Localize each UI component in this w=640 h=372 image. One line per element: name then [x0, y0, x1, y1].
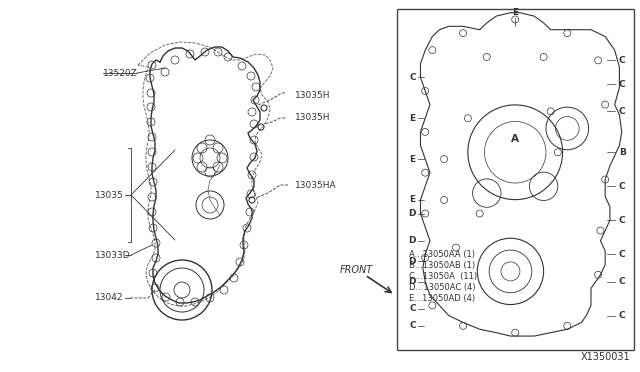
- Text: E: E: [410, 195, 416, 204]
- Text: C: C: [619, 56, 625, 65]
- Text: C: C: [619, 277, 625, 286]
- Text: D: D: [408, 277, 416, 286]
- Text: D: D: [408, 236, 416, 245]
- Text: C: C: [619, 216, 625, 225]
- Text: A...13050AA (1): A...13050AA (1): [409, 250, 475, 259]
- Text: 13035H: 13035H: [295, 90, 330, 99]
- Text: 13035: 13035: [95, 190, 124, 199]
- Text: C: C: [619, 107, 625, 116]
- Bar: [397, 9, 634, 350]
- Text: D...13050AC (4): D...13050AC (4): [409, 283, 476, 292]
- Text: E: E: [410, 114, 416, 123]
- Text: 13033D: 13033D: [95, 250, 131, 260]
- Text: C: C: [619, 311, 625, 320]
- Text: 13035H: 13035H: [295, 113, 330, 122]
- Text: E: E: [410, 155, 416, 164]
- Text: 13520Z: 13520Z: [103, 68, 138, 77]
- Text: E: E: [512, 8, 518, 17]
- Text: A: A: [511, 134, 519, 144]
- Text: C: C: [409, 321, 416, 330]
- Text: B: B: [619, 148, 625, 157]
- Text: C: C: [409, 73, 416, 82]
- Text: C...13050A  (11): C...13050A (11): [409, 272, 477, 281]
- Text: FRONT: FRONT: [340, 265, 373, 275]
- Text: E...13050AD (4): E...13050AD (4): [409, 294, 475, 303]
- Text: 13042: 13042: [95, 294, 124, 302]
- Text: C: C: [409, 304, 416, 313]
- Text: 13035HA: 13035HA: [295, 180, 337, 189]
- Text: B...13050AB (1): B...13050AB (1): [409, 261, 475, 270]
- Text: C: C: [619, 250, 625, 259]
- Text: X1350031: X1350031: [580, 352, 630, 362]
- Text: D: D: [408, 209, 416, 218]
- Text: C: C: [619, 182, 625, 191]
- Text: D: D: [408, 257, 416, 266]
- Text: C: C: [619, 80, 625, 89]
